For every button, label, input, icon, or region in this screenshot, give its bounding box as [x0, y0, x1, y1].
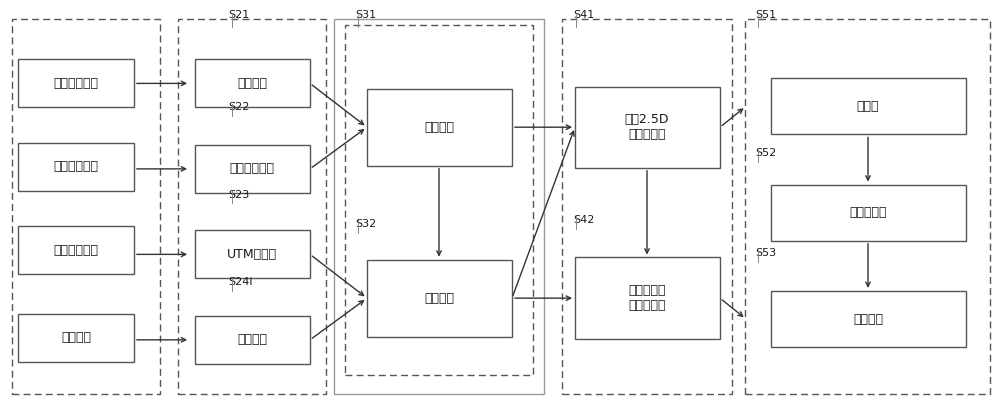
Text: S31: S31	[356, 10, 377, 20]
Text: 原始点云信息: 原始点云信息	[54, 77, 98, 90]
Text: S51: S51	[756, 10, 777, 20]
Bar	[178, 19, 326, 394]
Bar	[18, 60, 134, 108]
Bar	[770, 291, 966, 347]
Text: 可通行度: 可通行度	[853, 312, 883, 326]
Text: 图像信息: 图像信息	[61, 331, 91, 344]
Bar	[562, 19, 732, 394]
Text: S23: S23	[228, 190, 250, 200]
Bar	[194, 230, 310, 279]
Text: S53: S53	[756, 248, 777, 258]
Bar	[194, 145, 310, 193]
Text: S41: S41	[574, 10, 595, 20]
Bar	[574, 258, 720, 339]
Bar	[194, 60, 310, 108]
Text: 法向量: 法向量	[857, 100, 879, 113]
Text: 初始2.5D
栅格地形图: 初始2.5D 栅格地形图	[625, 113, 669, 141]
Bar	[366, 89, 512, 166]
Text: 可信点云: 可信点云	[237, 77, 267, 90]
Text: S22: S22	[228, 102, 250, 112]
Bar	[366, 259, 512, 337]
Bar	[18, 143, 134, 191]
Text: S24i: S24i	[228, 277, 253, 287]
Bar	[770, 184, 966, 241]
Text: 卫星定位信息: 卫星定位信息	[54, 244, 98, 257]
Text: 粗略位姿: 粗略位姿	[424, 121, 454, 134]
Text: 语义信息: 语义信息	[237, 333, 267, 347]
Bar	[345, 25, 533, 375]
Text: 平滑无空洞
栅格地形图: 平滑无空洞 栅格地形图	[628, 284, 666, 312]
Bar	[745, 19, 990, 394]
Bar	[194, 316, 310, 364]
Text: S42: S42	[574, 215, 595, 225]
Bar	[770, 78, 966, 135]
Bar	[334, 19, 544, 394]
Text: S52: S52	[756, 148, 777, 158]
Text: 坡度等参数: 坡度等参数	[849, 206, 887, 219]
Bar	[12, 19, 160, 394]
Bar	[18, 314, 134, 362]
Bar	[18, 226, 134, 274]
Text: 精确位姿: 精确位姿	[424, 291, 454, 305]
Text: 帧间位姿变化: 帧间位姿变化	[230, 162, 274, 176]
Text: 惯性单元信息: 惯性单元信息	[54, 160, 98, 173]
Text: UTM系坐标: UTM系坐标	[227, 248, 277, 261]
Bar	[574, 87, 720, 168]
Text: S21: S21	[228, 10, 250, 20]
Text: S32: S32	[356, 219, 377, 229]
